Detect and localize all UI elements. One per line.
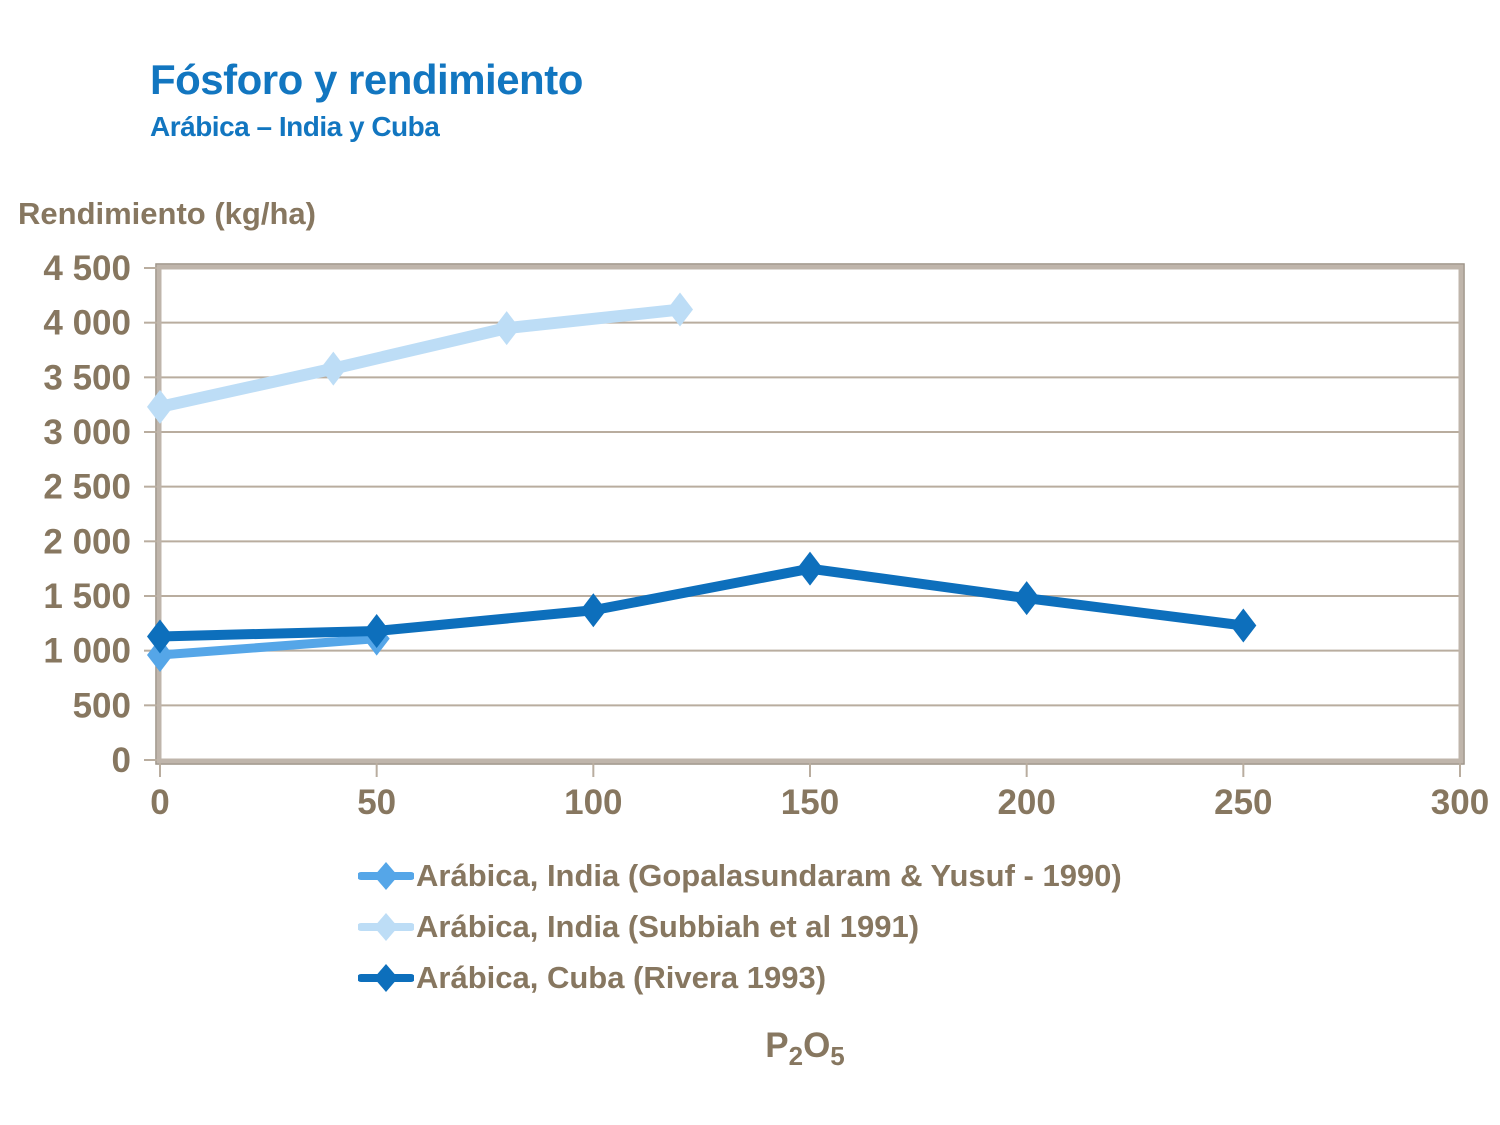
title-block: Fósforo y rendimiento Arábica – India y … <box>150 56 583 143</box>
y-tick-label: 3 000 <box>43 413 131 452</box>
legend-item: Arábica, India (Subbiah et al 1991) <box>358 901 1122 952</box>
y-tick-label: 500 <box>73 686 131 725</box>
x-tick-label: 150 <box>781 783 839 822</box>
data-point-marker <box>797 551 823 586</box>
y-tick-label: 2 500 <box>43 468 131 507</box>
series-line <box>155 563 1249 642</box>
data-point-marker <box>493 311 520 346</box>
data-point-marker <box>1230 608 1257 643</box>
plot-border-outer <box>155 263 1465 765</box>
data-point-marker <box>147 619 173 654</box>
series-marker-icon <box>358 861 414 890</box>
y-tick-label: 4 000 <box>43 304 131 343</box>
data-point-marker <box>147 638 173 673</box>
x-axis-title: P2O5 <box>765 1026 845 1071</box>
x-tick-label: 300 <box>1431 783 1489 822</box>
y-tick-label: 1 000 <box>43 632 131 671</box>
legend-label: Arábica, India (Gopalasundaram & Yusuf -… <box>416 857 1122 893</box>
legend-label: Arábica, Cuba (Rivera 1993) <box>416 959 827 995</box>
page-title: Fósforo y rendimiento <box>150 56 583 103</box>
legend-item: Arábica, India (Gopalasundaram & Yusuf -… <box>358 850 1122 901</box>
series-marker-icon <box>358 963 414 992</box>
y-tick-label: 1 500 <box>43 577 131 616</box>
data-point-marker <box>580 593 607 628</box>
page-subtitle: Arábica – India y Cuba <box>150 111 440 143</box>
data-point-marker <box>320 351 347 386</box>
legend-item: Arábica, Cuba (Rivera 1993) <box>358 952 1122 1003</box>
y-tick-label: 3 500 <box>43 358 131 397</box>
legend-label: Arábica, India (Subbiah et al 1991) <box>416 908 920 944</box>
data-point-marker <box>1013 581 1040 616</box>
y-tick-label: 0 <box>112 741 131 780</box>
y-tick-label: 2 000 <box>43 522 131 561</box>
plot-border <box>156 264 1464 764</box>
chart-legend: Arábica, India (Gopalasundaram & Yusuf -… <box>358 850 1122 1003</box>
data-point-marker <box>363 613 390 648</box>
x-tick-label: 250 <box>1214 783 1272 822</box>
data-point-marker <box>147 389 173 424</box>
x-tick-label: 0 <box>150 783 169 822</box>
data-point-marker <box>667 292 693 327</box>
y-tick-label: 4 500 <box>43 249 131 288</box>
series-marker-icon <box>358 912 414 941</box>
y-axis-title: Rendimiento (kg/ha) <box>18 196 316 231</box>
series-line <box>154 303 686 413</box>
x-tick-label: 50 <box>357 783 396 822</box>
x-tick-label: 200 <box>997 783 1055 822</box>
series-line <box>155 634 382 660</box>
x-tick-label: 100 <box>564 783 622 822</box>
